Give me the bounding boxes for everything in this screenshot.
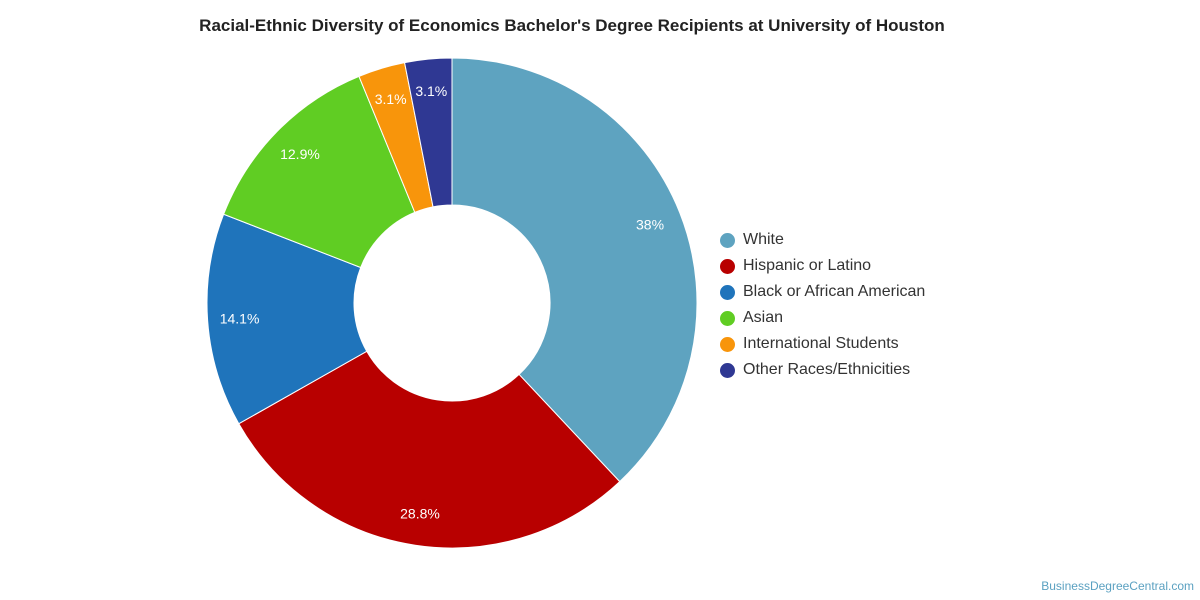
legend: White Hispanic or Latino Black or African … — [720, 227, 925, 383]
slice-label-black-or-african-american: 14.1% — [220, 310, 260, 326]
source-credit[interactable]: BusinessDegreeCentral.com — [1041, 579, 1194, 593]
slice-black-or-african-american[interactable] — [206, 213, 368, 425]
legend-item-asian[interactable]: Asian — [720, 305, 925, 331]
legend-label: Hispanic or Latino — [743, 257, 872, 274]
slice-layer — [206, 57, 698, 549]
legend-label: White — [743, 231, 784, 248]
slice-asian[interactable] — [222, 75, 416, 269]
legend-swatch — [720, 310, 735, 326]
legend-item-white[interactable]: White — [720, 227, 925, 253]
slice-label-international-students: 3.1% — [375, 91, 407, 107]
slice-label-other-races-ethnicities: 3.1% — [415, 83, 447, 99]
slice-label-asian: 12.9% — [280, 146, 320, 162]
legend-label: Asian — [743, 309, 784, 326]
legend-swatch — [720, 258, 735, 274]
legend-item-black-or-african-american[interactable]: Black or African American — [720, 279, 925, 305]
slice-other-races-ethnicities[interactable] — [403, 57, 453, 208]
label-layer: 38% 28.8% 14.1% 12.9% 3.1% 3.1% — [220, 83, 664, 522]
slice-hispanic-or-latino[interactable] — [238, 350, 621, 549]
legend-swatch — [720, 232, 735, 248]
legend-label: Other Races/Ethnicities — [743, 361, 911, 378]
legend-item-other-races-ethnicities[interactable]: Other Races/Ethnicities — [720, 357, 925, 383]
legend-item-international-students[interactable]: International Students — [720, 331, 925, 357]
slice-white[interactable] — [451, 57, 698, 483]
legend-swatch — [720, 284, 735, 300]
legend-label: Black or African American — [743, 283, 926, 300]
slice-label-white: 38% — [636, 217, 664, 233]
legend-swatch — [720, 336, 735, 352]
chart-title: Racial-Ethnic Diversity of Economics Bac… — [199, 16, 945, 35]
legend-label: International Students — [743, 335, 899, 352]
legend-item-hispanic-or-latino[interactable]: Hispanic or Latino — [720, 253, 925, 279]
slice-label-hispanic-or-latino: 28.8% — [400, 506, 440, 522]
legend-swatch — [720, 362, 735, 378]
